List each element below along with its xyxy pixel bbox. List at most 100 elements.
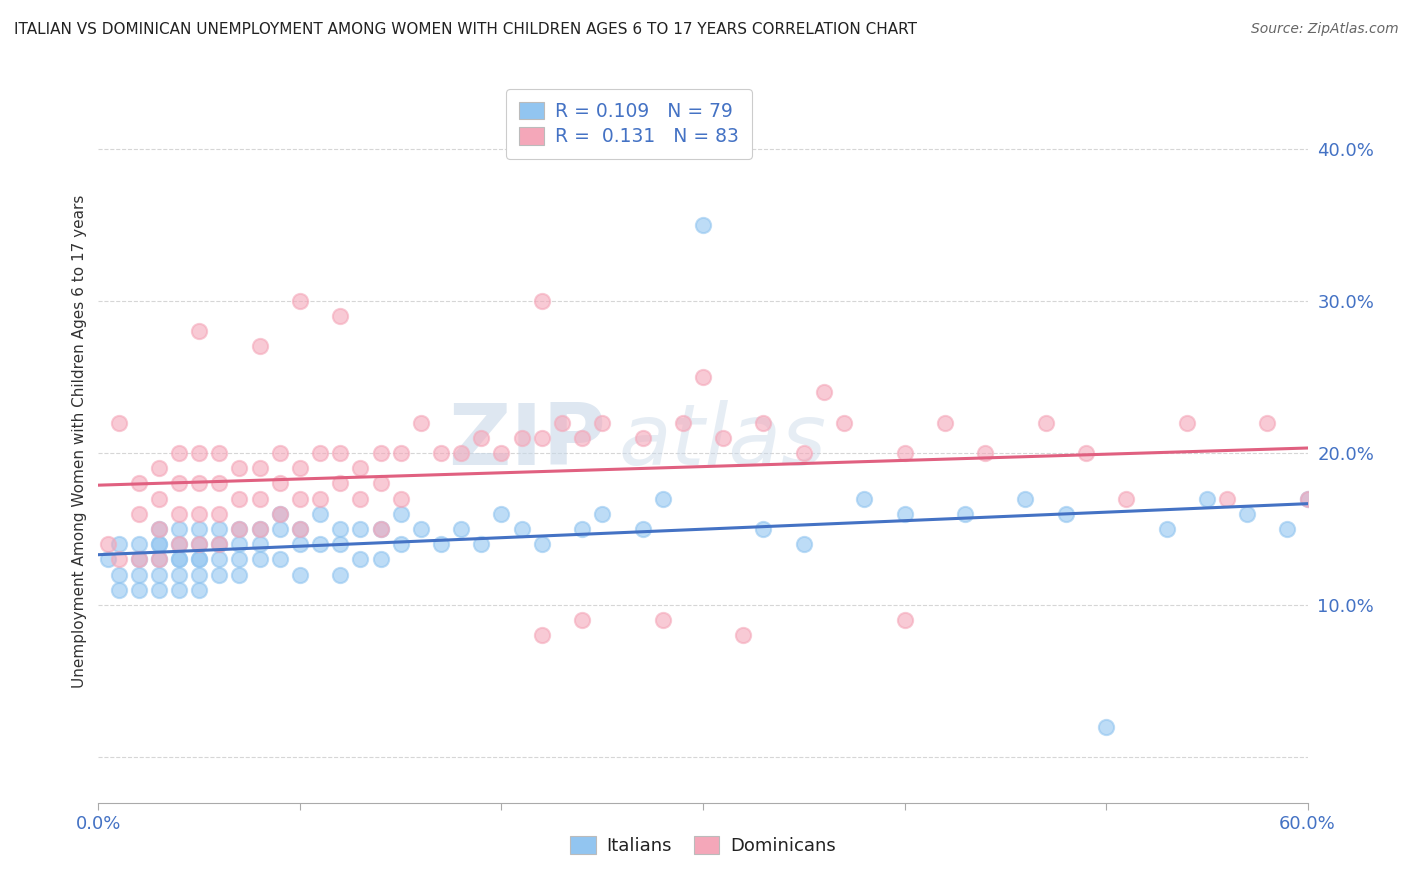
Point bbox=[530, 293, 553, 308]
Point bbox=[389, 491, 412, 506]
Point bbox=[571, 431, 593, 445]
Y-axis label: Unemployment Among Women with Children Ages 6 to 17 years: Unemployment Among Women with Children A… bbox=[72, 194, 87, 689]
Point bbox=[1296, 491, 1319, 506]
Point bbox=[934, 416, 956, 430]
Point bbox=[349, 461, 371, 475]
Point bbox=[228, 567, 250, 582]
Point bbox=[188, 567, 211, 582]
Point bbox=[167, 537, 190, 551]
Text: Source: ZipAtlas.com: Source: ZipAtlas.com bbox=[1251, 22, 1399, 37]
Point bbox=[188, 476, 211, 491]
Point bbox=[167, 522, 190, 536]
Point bbox=[269, 552, 291, 566]
Point bbox=[793, 446, 815, 460]
Point bbox=[651, 491, 673, 506]
Point bbox=[832, 416, 855, 430]
Point bbox=[188, 537, 211, 551]
Point bbox=[893, 613, 915, 627]
Point bbox=[148, 552, 170, 566]
Point bbox=[349, 552, 371, 566]
Point bbox=[349, 522, 371, 536]
Point bbox=[188, 507, 211, 521]
Point bbox=[349, 491, 371, 506]
Point bbox=[148, 582, 170, 597]
Point bbox=[148, 522, 170, 536]
Point bbox=[228, 461, 250, 475]
Point bbox=[893, 446, 915, 460]
Point bbox=[329, 446, 352, 460]
Point bbox=[148, 537, 170, 551]
Point bbox=[430, 537, 453, 551]
Point bbox=[208, 537, 231, 551]
Point bbox=[188, 537, 211, 551]
Point bbox=[1074, 446, 1097, 460]
Point bbox=[228, 537, 250, 551]
Point bbox=[672, 416, 695, 430]
Point bbox=[752, 416, 775, 430]
Point bbox=[148, 522, 170, 536]
Point bbox=[228, 491, 250, 506]
Point bbox=[692, 218, 714, 232]
Point bbox=[530, 537, 553, 551]
Point bbox=[288, 567, 311, 582]
Point bbox=[208, 552, 231, 566]
Point bbox=[128, 582, 150, 597]
Point bbox=[208, 522, 231, 536]
Point bbox=[128, 476, 150, 491]
Point bbox=[249, 461, 271, 475]
Point bbox=[370, 446, 392, 460]
Point bbox=[1095, 720, 1118, 734]
Point bbox=[370, 476, 392, 491]
Point bbox=[249, 537, 271, 551]
Point bbox=[631, 431, 654, 445]
Point bbox=[107, 416, 129, 430]
Point bbox=[389, 446, 412, 460]
Point bbox=[208, 476, 231, 491]
Text: atlas: atlas bbox=[619, 400, 827, 483]
Point bbox=[249, 339, 271, 353]
Point bbox=[208, 446, 231, 460]
Point bbox=[249, 522, 271, 536]
Point bbox=[148, 567, 170, 582]
Point bbox=[1277, 522, 1299, 536]
Point bbox=[733, 628, 755, 642]
Point bbox=[813, 385, 835, 400]
Point bbox=[329, 567, 352, 582]
Point bbox=[188, 522, 211, 536]
Point bbox=[389, 537, 412, 551]
Point bbox=[853, 491, 876, 506]
Point bbox=[1035, 416, 1057, 430]
Point bbox=[893, 507, 915, 521]
Point bbox=[288, 461, 311, 475]
Point bbox=[188, 582, 211, 597]
Point bbox=[269, 476, 291, 491]
Point bbox=[430, 446, 453, 460]
Point bbox=[148, 537, 170, 551]
Point bbox=[228, 552, 250, 566]
Point bbox=[309, 537, 332, 551]
Point bbox=[288, 522, 311, 536]
Point bbox=[510, 431, 533, 445]
Point bbox=[167, 446, 190, 460]
Point bbox=[167, 507, 190, 521]
Point bbox=[329, 476, 352, 491]
Point bbox=[269, 507, 291, 521]
Point bbox=[329, 522, 352, 536]
Point bbox=[692, 370, 714, 384]
Point bbox=[711, 431, 734, 445]
Point bbox=[228, 522, 250, 536]
Point bbox=[752, 522, 775, 536]
Point bbox=[167, 552, 190, 566]
Point bbox=[1054, 507, 1077, 521]
Point bbox=[288, 293, 311, 308]
Point bbox=[329, 309, 352, 323]
Point bbox=[591, 507, 613, 521]
Point bbox=[571, 613, 593, 627]
Point bbox=[249, 552, 271, 566]
Point bbox=[1216, 491, 1239, 506]
Point bbox=[309, 446, 332, 460]
Point bbox=[1236, 507, 1258, 521]
Point bbox=[269, 522, 291, 536]
Point bbox=[651, 613, 673, 627]
Point bbox=[208, 507, 231, 521]
